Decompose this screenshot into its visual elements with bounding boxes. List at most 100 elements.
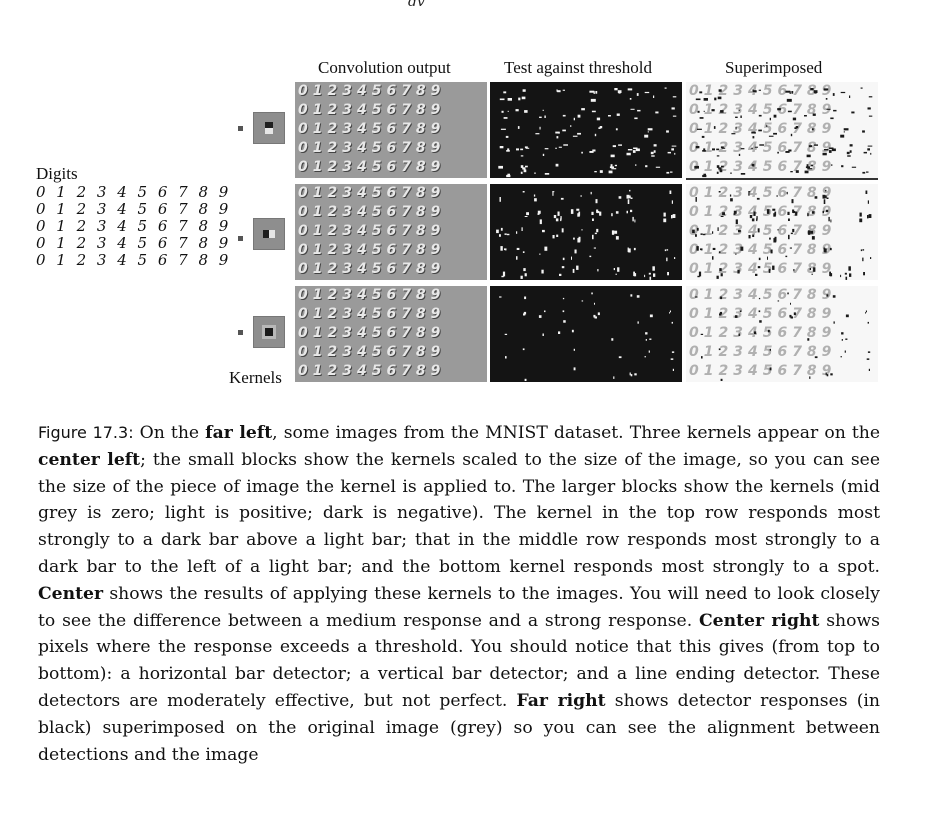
- response-dot: [629, 98, 632, 100]
- response-dot: [581, 151, 583, 154]
- response-dot: [841, 332, 844, 335]
- response-dot: [717, 227, 719, 231]
- response-dot: [758, 114, 762, 117]
- response-dot: [594, 302, 595, 305]
- response-dot: [695, 296, 698, 298]
- response-dot: [840, 274, 842, 278]
- response-dot: [500, 227, 503, 231]
- response-dot: [769, 237, 771, 240]
- response-dot: [719, 169, 723, 173]
- response-dot: [671, 215, 673, 219]
- response-dot: [552, 191, 555, 193]
- response-dot: [627, 199, 630, 204]
- response-dot: [626, 210, 628, 214]
- response-dot: [808, 145, 812, 148]
- response-dot: [557, 211, 560, 216]
- response-dot: [635, 148, 640, 152]
- response-dot: [672, 96, 677, 98]
- kernel-middle: [253, 218, 285, 250]
- response-dot: [595, 199, 598, 204]
- response-dot: [793, 312, 796, 316]
- response-dot: [811, 273, 813, 275]
- response-dot: [524, 146, 528, 149]
- response-dot: [523, 169, 527, 173]
- response-dot: [807, 213, 809, 217]
- response-dot: [627, 88, 633, 91]
- response-dot: [844, 350, 846, 353]
- super-dots-top: [694, 87, 873, 178]
- response-dot: [729, 194, 732, 197]
- response-dot: [830, 373, 833, 376]
- response-dot: [720, 296, 723, 300]
- response-dot: [758, 297, 761, 300]
- response-dot: [596, 117, 601, 121]
- response-dot: [814, 196, 818, 199]
- response-dot: [826, 197, 829, 199]
- kernel-bottom-spot: [265, 328, 273, 336]
- response-dot: [590, 98, 596, 102]
- response-dot: [824, 248, 827, 253]
- response-dot: [713, 126, 716, 129]
- response-dot: [758, 257, 761, 261]
- response-dot: [653, 150, 656, 153]
- response-dot: [589, 151, 594, 153]
- threshold-dots-middle: [496, 189, 676, 280]
- response-dot: [648, 350, 650, 353]
- response-dot: [716, 148, 720, 151]
- response-dot: [632, 216, 634, 222]
- threshold-panel-bottom: [490, 286, 682, 382]
- response-dot: [788, 218, 790, 221]
- response-dot: [787, 211, 790, 215]
- response-dot: [865, 310, 867, 313]
- response-dot: [866, 171, 869, 173]
- panel-digit-row: 0123456789: [298, 325, 446, 341]
- response-dot: [542, 333, 544, 336]
- panel-digit-row: 0123456789: [298, 306, 446, 322]
- response-dot: [633, 247, 636, 251]
- response-dot: [611, 213, 613, 217]
- response-dot: [810, 164, 813, 167]
- response-dot: [669, 310, 671, 313]
- response-dot: [740, 115, 742, 118]
- response-dot: [608, 115, 611, 117]
- response-dot: [870, 152, 872, 155]
- response-dot: [696, 227, 699, 231]
- response-dot: [823, 247, 825, 253]
- response-dot: [703, 173, 706, 177]
- response-dot: [552, 235, 555, 239]
- response-dot: [666, 130, 669, 133]
- panel-digit-row: 0123456789: [298, 204, 446, 220]
- response-dot: [538, 315, 542, 318]
- response-dot: [499, 146, 504, 149]
- response-dot: [867, 321, 869, 324]
- response-dot: [671, 148, 674, 151]
- response-dot: [573, 348, 575, 351]
- response-dot: [644, 274, 646, 278]
- panel-digit-row: 0123456789: [298, 185, 446, 201]
- response-dot: [843, 128, 849, 131]
- response-dot: [573, 367, 576, 371]
- panel-digit-row: 0123456789: [298, 242, 446, 258]
- response-dot: [832, 93, 835, 96]
- response-dot: [717, 96, 722, 100]
- panel-digit-row: 0123456789: [689, 344, 837, 360]
- response-dot: [791, 91, 794, 94]
- response-dot: [535, 133, 540, 135]
- response-dot: [597, 269, 599, 272]
- response-dot: [664, 249, 667, 252]
- response-dot: [615, 273, 617, 275]
- response-dot: [636, 295, 640, 298]
- response-dot: [671, 107, 675, 110]
- response-dot: [581, 300, 584, 302]
- response-dot: [558, 146, 562, 148]
- kernel-small-top: [238, 126, 243, 131]
- response-dot: [552, 191, 554, 196]
- digit-row: 0 1 2 3 4 5 6 7 8 9: [36, 217, 232, 235]
- response-dot: [840, 91, 846, 94]
- response-dot: [516, 231, 518, 234]
- response-dot: [644, 356, 646, 358]
- response-dot: [790, 302, 791, 305]
- response-dot: [580, 195, 582, 197]
- response-dot: [755, 273, 758, 276]
- response-dot: [792, 209, 795, 213]
